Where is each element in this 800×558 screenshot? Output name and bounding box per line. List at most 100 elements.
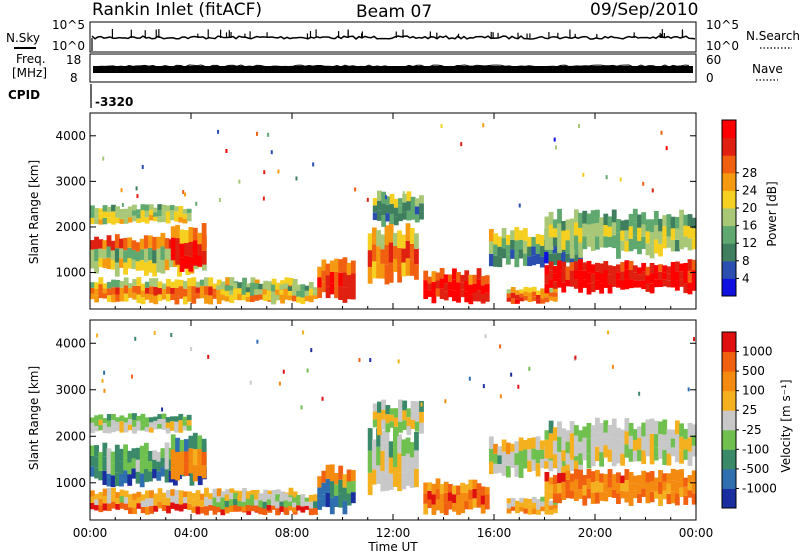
- echo-cell: [241, 294, 247, 301]
- echo-cell: [178, 292, 184, 299]
- echo-cell: [595, 236, 600, 250]
- echo-cell: [611, 222, 617, 236]
- echo-cell: [96, 333, 99, 338]
- echo-cell: [514, 441, 520, 454]
- echo-cell: [279, 506, 285, 512]
- echo-cell: [641, 436, 647, 451]
- echo-cell: [123, 417, 129, 423]
- echo-cell: [153, 493, 159, 500]
- echo-cell: [388, 222, 394, 243]
- echo-cell: [372, 411, 378, 420]
- echo-cell: [544, 227, 550, 239]
- echo-cell: [406, 408, 412, 418]
- echo-cell: [384, 244, 390, 265]
- echo-cell: [552, 219, 558, 229]
- echo-cell: [115, 421, 121, 427]
- echo-cell: [679, 487, 684, 498]
- echo-cell: [325, 275, 331, 287]
- echo-cell: [443, 481, 449, 493]
- echo-cell: [102, 495, 108, 504]
- echo-cell: [199, 285, 205, 293]
- echo-cell: [132, 279, 138, 286]
- echo-cell: [346, 493, 352, 506]
- echo-cell: [409, 227, 415, 244]
- echo-cell: [586, 438, 592, 454]
- echo-cell: [410, 419, 416, 430]
- echo-cell: [590, 492, 596, 504]
- colorbar-swatch: [722, 172, 736, 191]
- echo-cell: [103, 388, 106, 393]
- freq-label: Freq.: [16, 52, 46, 66]
- echo-cell: [275, 489, 281, 498]
- echo-cell: [371, 261, 377, 279]
- echo-cell: [94, 420, 100, 426]
- echo-cell: [144, 210, 150, 218]
- echo-cell: [106, 235, 112, 247]
- echo-cell: [616, 279, 621, 288]
- echo-cell: [586, 478, 592, 489]
- echo-cell: [527, 246, 532, 257]
- echo-cell: [665, 146, 668, 151]
- echo-cell: [518, 249, 524, 259]
- echo-cell: [548, 237, 554, 250]
- echo-cell: [632, 208, 638, 223]
- colorbar-tick-label: 500: [742, 364, 765, 378]
- echo-cell: [140, 210, 146, 217]
- echo-cell: [687, 482, 693, 491]
- echo-cell: [439, 278, 445, 289]
- echo-cell: [535, 463, 541, 477]
- echo-cell: [237, 495, 243, 502]
- echo-cell: [114, 444, 120, 459]
- echo-cell: [186, 212, 192, 218]
- echo-cell: [140, 297, 146, 305]
- echo-cell: [544, 498, 550, 504]
- echo-cell: [204, 286, 209, 295]
- echo-cell: [548, 433, 554, 446]
- echo-cell: [628, 260, 634, 270]
- nsearch-label: N.Search: [746, 29, 800, 43]
- echo-cell: [199, 292, 205, 299]
- echo-cell: [385, 196, 391, 205]
- echo-cell: [277, 169, 280, 174]
- echo-cell: [548, 279, 554, 288]
- echo-cell: [135, 471, 141, 484]
- echo-cell: [123, 213, 129, 219]
- echo-cell: [245, 498, 251, 505]
- echo-cell: [662, 237, 668, 249]
- echo-cell: [161, 498, 167, 505]
- echo-cell: [342, 500, 348, 515]
- echo-cell: [143, 248, 149, 263]
- echo-cell: [607, 487, 613, 498]
- echo-cell: [586, 260, 592, 273]
- echo-cell: [484, 494, 490, 502]
- echo-cell: [148, 235, 153, 248]
- echo-cell: [632, 272, 638, 281]
- echo-cell: [637, 426, 642, 438]
- echo-cell: [653, 210, 659, 226]
- echo-cell: [645, 243, 651, 256]
- echo-cell: [372, 419, 378, 428]
- echo-cell: [148, 422, 154, 428]
- echo-cell: [161, 283, 167, 289]
- echo-cell: [410, 204, 416, 213]
- echo-cell: [119, 218, 125, 224]
- echo-cell: [114, 472, 120, 487]
- echo-cell: [184, 192, 187, 197]
- nave-label: Nave: [752, 62, 783, 76]
- echo-cell: [254, 505, 259, 512]
- echo-cell: [190, 346, 193, 351]
- echo-cell: [175, 238, 181, 252]
- echo-cell: [389, 203, 395, 214]
- echo-cell: [153, 420, 158, 426]
- echo-cell: [552, 504, 558, 509]
- echo-cell: [658, 243, 663, 257]
- echo-cell: [144, 417, 150, 423]
- echo-cell: [342, 487, 348, 501]
- echo-cell: [140, 424, 146, 431]
- echo-cell: [279, 289, 285, 295]
- echo-cell: [419, 211, 424, 220]
- echo-cell: [397, 453, 403, 473]
- colorbar-tick-label: 16: [742, 219, 757, 233]
- echo-cell: [599, 263, 605, 274]
